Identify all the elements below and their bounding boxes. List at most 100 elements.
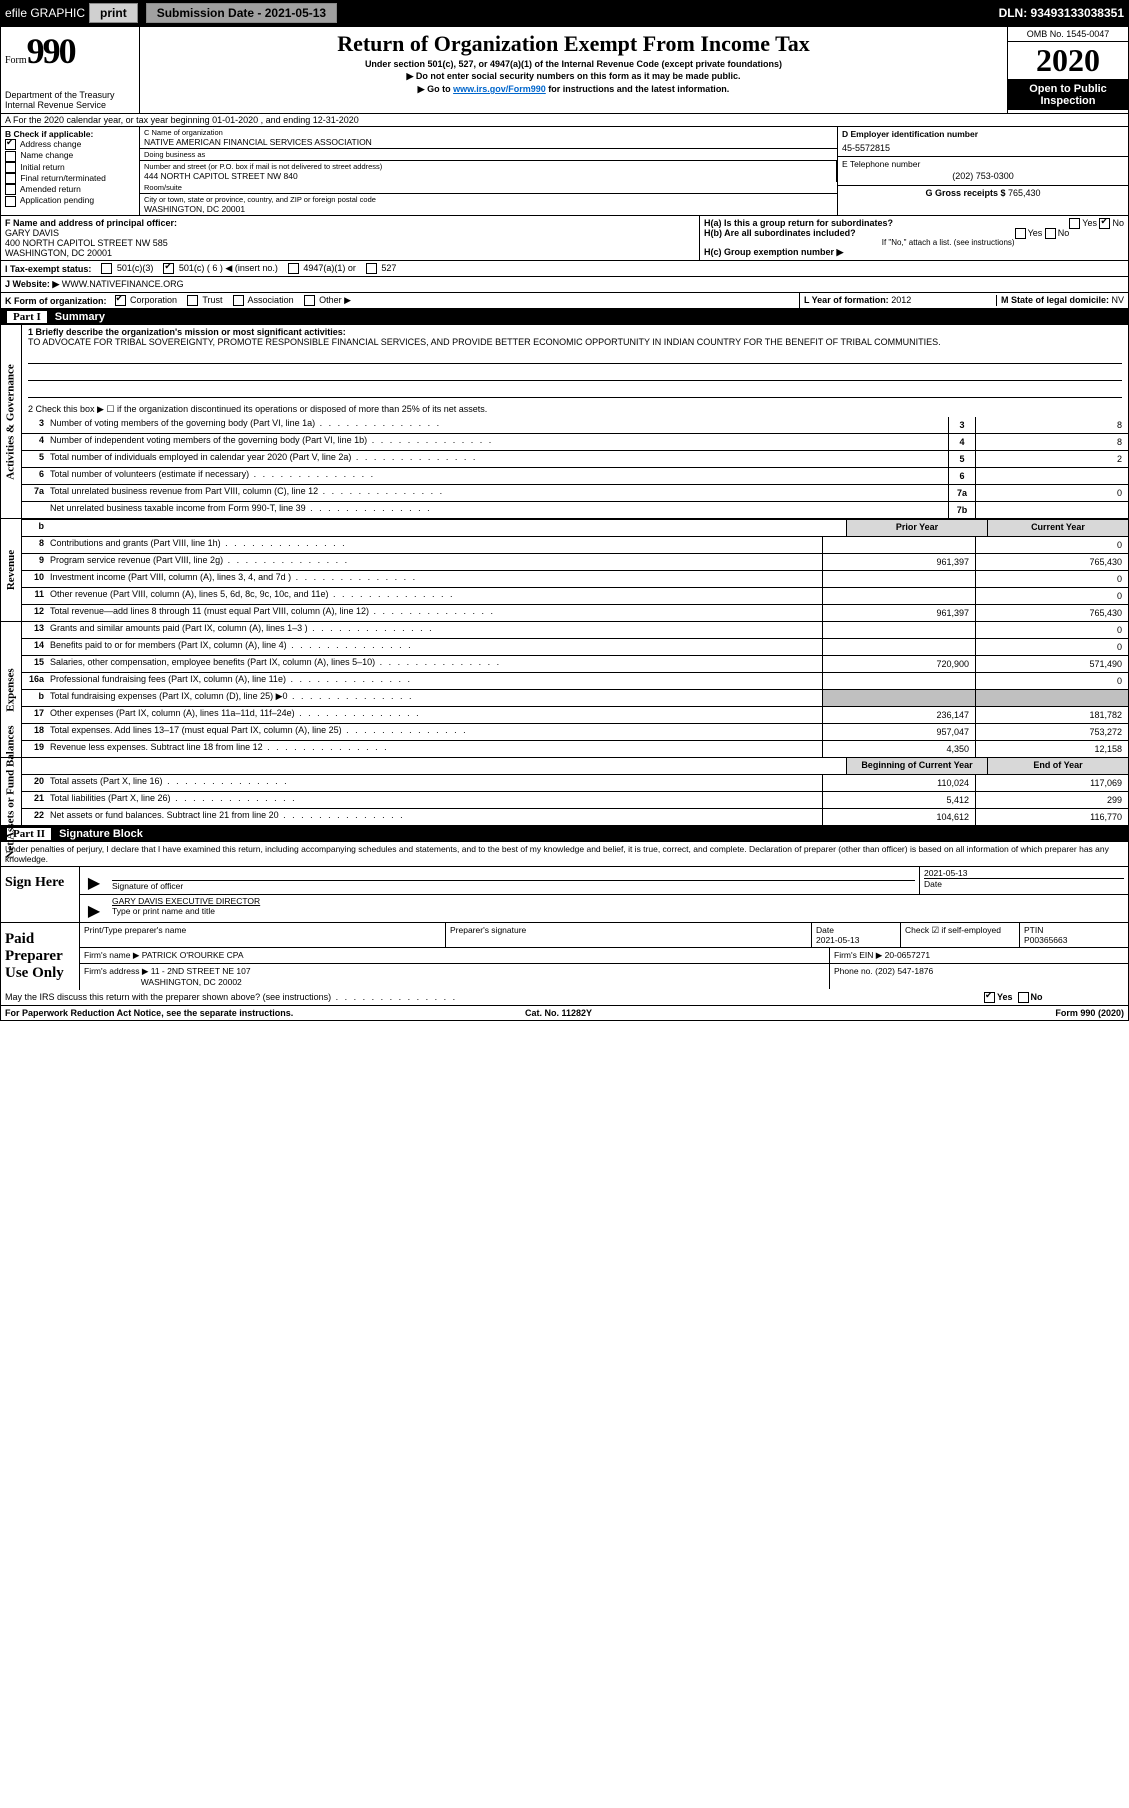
gov-vtab: Activities & Governance — [1, 325, 22, 518]
m-label: M State of legal domicile: — [1001, 295, 1112, 305]
firm-addr2: WASHINGTON, DC 20002 — [141, 977, 242, 987]
rev-b-label: b — [22, 520, 46, 536]
gov-value: 0 — [975, 485, 1128, 501]
ha-no-checkbox[interactable] — [1099, 218, 1110, 229]
prior-value: 961,397 — [822, 605, 975, 621]
f-name: GARY DAVIS — [5, 228, 695, 238]
sign-arrow-icon: ▶ — [80, 867, 108, 894]
addr-cell: Number and street (or P.O. box if mail i… — [140, 161, 837, 194]
k-option: Trust — [187, 295, 223, 305]
colb-checkbox[interactable] — [5, 184, 16, 195]
l-value: 2012 — [891, 295, 911, 305]
table-row: 10 Investment income (Part VIII, column … — [22, 571, 1128, 588]
table-row: 12 Total revenue—add lines 8 through 11 … — [22, 605, 1128, 621]
colb-checkbox[interactable] — [5, 162, 16, 173]
footer-mid: Cat. No. 11282Y — [525, 1008, 592, 1018]
discuss-yes-label: Yes — [997, 992, 1013, 1002]
mission-area: 1 Briefly describe the organization's mi… — [22, 325, 1128, 417]
k-checkbox[interactable] — [187, 295, 198, 306]
paid-preparer-block: Paid Preparer Use Only Print/Type prepar… — [1, 922, 1128, 990]
discuss-no-checkbox[interactable] — [1018, 992, 1029, 1003]
colb-checkbox[interactable] — [5, 173, 16, 184]
k-checkbox[interactable] — [115, 295, 126, 306]
hb-yes-checkbox[interactable] — [1015, 228, 1026, 239]
prep-h4: Check ☑ if self-employed — [901, 923, 1020, 947]
firm-name: PATRICK O'ROURKE CPA — [142, 950, 244, 960]
m-value: NV — [1111, 295, 1124, 305]
gov-row: Net unrelated business taxable income fr… — [22, 502, 1128, 518]
rev-empty-desc — [46, 520, 846, 536]
prep-h2: Preparer's signature — [446, 923, 812, 947]
row-j: J Website: ▶ WWW.NATIVEFINANCE.ORG — [1, 277, 1128, 293]
footer-left: For Paperwork Reduction Act Notice, see … — [5, 1008, 293, 1018]
ha-label: H(a) Is this a group return for subordin… — [704, 218, 893, 228]
prior-value: 236,147 — [822, 707, 975, 723]
open-public-badge: Open to Public Inspection — [1008, 80, 1128, 110]
dept-label: Department of the Treasury — [5, 90, 135, 100]
k-checkbox[interactable] — [304, 295, 315, 306]
prior-value — [822, 639, 975, 655]
mission-uline2 — [28, 366, 1122, 381]
ein-value: 45-5572815 — [842, 143, 1124, 153]
form-container: Form990 Department of the Treasury Inter… — [0, 26, 1129, 1021]
colb-item: Address change — [5, 139, 135, 150]
hb-note: If "No," attach a list. (see instruction… — [704, 238, 1124, 247]
ein-label: D Employer identification number — [842, 129, 1124, 139]
prior-value: 4,350 — [822, 741, 975, 757]
colb-item: Amended return — [5, 184, 135, 195]
f-label: F Name and address of principal officer: — [5, 218, 695, 228]
hb-yes-label: Yes — [1028, 228, 1043, 238]
paid-preparer-label: Paid Preparer Use Only — [1, 923, 80, 990]
prep-h1: Print/Type preparer's name — [80, 923, 446, 947]
gov-box: 3 — [948, 417, 975, 433]
part1-title: Summary — [55, 311, 105, 323]
instructions-link[interactable]: www.irs.gov/Form990 — [453, 84, 546, 94]
ha-no-label: No — [1112, 218, 1124, 228]
header-left: Form990 Department of the Treasury Inter… — [1, 27, 140, 113]
current-value: 0 — [975, 673, 1128, 689]
irs-label: Internal Revenue Service — [5, 100, 135, 110]
col-b-title: B Check if applicable: — [5, 129, 135, 139]
sign-date-value: 2021-05-13 — [924, 868, 1124, 878]
gov-box: 7a — [948, 485, 975, 501]
footer-right: Form 990 (2020) — [1055, 1008, 1124, 1018]
prior-value — [822, 537, 975, 553]
firm-addr-label: Firm's address ▶ — [84, 966, 148, 976]
hb-no-checkbox[interactable] — [1045, 228, 1056, 239]
form-title: Return of Organization Exempt From Incom… — [146, 31, 1001, 57]
k-checkbox[interactable] — [233, 295, 244, 306]
city-label: City or town, state or province, country… — [144, 195, 833, 204]
table-row: 22 Net assets or fund balances. Subtract… — [22, 809, 1128, 825]
discuss-yes-checkbox[interactable] — [984, 992, 995, 1003]
table-row: 20 Total assets (Part X, line 16) 110,02… — [22, 775, 1128, 792]
row-fh: F Name and address of principal officer:… — [1, 216, 1128, 261]
table-row: 18 Total expenses. Add lines 13–17 (must… — [22, 724, 1128, 741]
website-value: WWW.NATIVEFINANCE.ORG — [62, 279, 184, 289]
gov-value — [975, 502, 1128, 518]
i-4947-checkbox[interactable] — [288, 263, 299, 274]
form-header: Form990 Department of the Treasury Inter… — [1, 27, 1128, 114]
i-o2: 501(c) ( 6 ) ◀ (insert no.) — [179, 263, 278, 273]
i-501c-checkbox[interactable] — [163, 263, 174, 274]
colb-checkbox[interactable] — [5, 151, 16, 162]
print-button[interactable]: print — [89, 3, 138, 23]
i-527-checkbox[interactable] — [366, 263, 377, 274]
netassets-section: Net Assets or Fund Balances Beginning of… — [1, 758, 1128, 826]
row-a-period: A For the 2020 calendar year, or tax yea… — [1, 114, 1128, 127]
colb-checkbox[interactable] — [5, 196, 16, 207]
gov-row: 4 Number of independent voting members o… — [22, 434, 1128, 451]
f-addr: 400 NORTH CAPITOL STREET NW 585 WASHINGT… — [5, 238, 695, 258]
current-year-header: Current Year — [987, 520, 1128, 536]
ha-yes-checkbox[interactable] — [1069, 218, 1080, 229]
tax-year: 2020 — [1008, 42, 1128, 80]
current-value: 571,490 — [975, 656, 1128, 672]
beg-year-header: Beginning of Current Year — [846, 758, 987, 774]
header-sub3: ▶ Go to www.irs.gov/Form990 for instruct… — [146, 84, 1001, 95]
gross-value: 765,430 — [1008, 188, 1041, 198]
part1-header: Part I Summary — [1, 309, 1128, 325]
firm-ein: 20-0657271 — [885, 950, 930, 960]
rev-vtab: Revenue — [1, 519, 22, 621]
colb-checkbox[interactable] — [5, 139, 16, 150]
table-row: 11 Other revenue (Part VIII, column (A),… — [22, 588, 1128, 605]
i-501c3-checkbox[interactable] — [101, 263, 112, 274]
